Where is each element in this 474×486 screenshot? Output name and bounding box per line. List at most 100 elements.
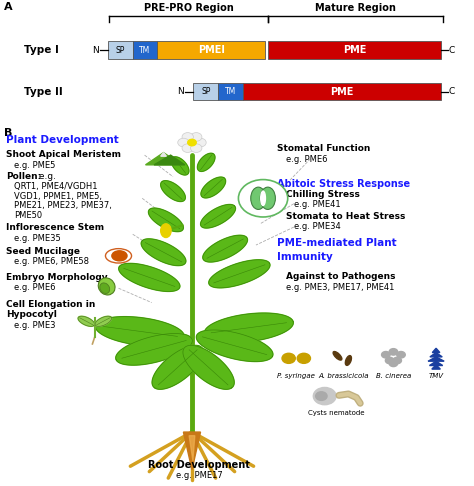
Text: TMV: TMV xyxy=(428,373,444,379)
Text: e.g. PME3: e.g. PME3 xyxy=(14,321,56,330)
Polygon shape xyxy=(209,260,270,288)
Text: PMEI: PMEI xyxy=(198,45,225,55)
Text: Root Development: Root Development xyxy=(148,460,250,470)
Text: e.g. PME6: e.g. PME6 xyxy=(14,283,56,292)
Ellipse shape xyxy=(106,249,132,263)
Text: A. brassicicola: A. brassicicola xyxy=(319,373,369,379)
Polygon shape xyxy=(95,316,111,327)
Text: Embryo Morphology: Embryo Morphology xyxy=(6,273,107,282)
Text: Shoot Apical Meristem: Shoot Apical Meristem xyxy=(6,150,121,159)
Text: e.g. PME35: e.g. PME35 xyxy=(14,234,61,243)
Polygon shape xyxy=(152,346,203,389)
Text: Abitoic Stress Response: Abitoic Stress Response xyxy=(277,178,410,189)
FancyBboxPatch shape xyxy=(193,83,218,101)
Ellipse shape xyxy=(261,191,265,206)
Circle shape xyxy=(316,392,327,400)
Circle shape xyxy=(382,351,390,358)
Ellipse shape xyxy=(260,187,275,209)
Polygon shape xyxy=(78,316,94,327)
FancyBboxPatch shape xyxy=(268,41,441,59)
Circle shape xyxy=(182,144,193,153)
Polygon shape xyxy=(183,432,201,470)
Text: Type I: Type I xyxy=(24,45,59,55)
Circle shape xyxy=(385,357,394,364)
Ellipse shape xyxy=(346,356,351,365)
Text: Pollen:: Pollen: xyxy=(6,173,41,181)
Text: e.g. PME17: e.g. PME17 xyxy=(176,471,222,480)
Circle shape xyxy=(178,138,189,147)
Ellipse shape xyxy=(98,278,115,295)
Circle shape xyxy=(238,180,288,217)
Text: B: B xyxy=(4,128,12,138)
Text: Against to Pathogens: Against to Pathogens xyxy=(286,272,395,281)
Ellipse shape xyxy=(333,351,342,360)
Polygon shape xyxy=(204,313,293,343)
Polygon shape xyxy=(429,361,443,365)
Ellipse shape xyxy=(112,251,127,261)
Circle shape xyxy=(282,353,295,364)
Circle shape xyxy=(191,144,202,153)
Polygon shape xyxy=(116,333,192,365)
FancyBboxPatch shape xyxy=(218,83,243,101)
Text: TM: TM xyxy=(139,46,151,54)
Polygon shape xyxy=(183,346,234,389)
Circle shape xyxy=(389,348,398,355)
Polygon shape xyxy=(141,239,186,265)
Polygon shape xyxy=(146,153,182,165)
Text: PME: PME xyxy=(343,45,366,55)
Text: PME-mediated Plant: PME-mediated Plant xyxy=(277,238,397,248)
Text: SP: SP xyxy=(116,46,125,54)
Polygon shape xyxy=(203,235,247,262)
Polygon shape xyxy=(148,208,183,232)
Ellipse shape xyxy=(251,187,266,209)
Text: PRE-PRO Region: PRE-PRO Region xyxy=(144,3,233,13)
Text: Immunity: Immunity xyxy=(277,252,333,262)
Ellipse shape xyxy=(100,283,109,294)
FancyBboxPatch shape xyxy=(157,41,265,59)
Polygon shape xyxy=(118,263,180,292)
Text: Stomatal Function: Stomatal Function xyxy=(277,144,371,154)
Circle shape xyxy=(195,138,206,147)
FancyBboxPatch shape xyxy=(108,41,133,59)
Circle shape xyxy=(389,360,398,366)
Circle shape xyxy=(191,133,202,141)
Text: C: C xyxy=(449,46,455,54)
Text: Plant Development: Plant Development xyxy=(6,135,118,145)
Polygon shape xyxy=(171,157,189,175)
Text: Cysts nematode: Cysts nematode xyxy=(308,411,365,417)
Polygon shape xyxy=(197,153,215,172)
FancyBboxPatch shape xyxy=(243,83,441,101)
Text: PME: PME xyxy=(330,87,354,97)
Ellipse shape xyxy=(161,224,171,238)
Text: Mature Region: Mature Region xyxy=(315,3,396,13)
Circle shape xyxy=(297,353,310,364)
Polygon shape xyxy=(432,348,440,352)
Text: e.g. PME34: e.g. PME34 xyxy=(294,222,341,231)
Text: Cell Elongation in: Cell Elongation in xyxy=(6,300,95,309)
FancyBboxPatch shape xyxy=(133,41,157,59)
Polygon shape xyxy=(161,153,166,156)
Polygon shape xyxy=(430,352,442,357)
Text: TM: TM xyxy=(225,87,236,96)
Text: SP: SP xyxy=(201,87,210,96)
Circle shape xyxy=(313,387,336,405)
Text: e.g.: e.g. xyxy=(36,173,55,181)
Text: VGD1, PPME1, PME5,: VGD1, PPME1, PME5, xyxy=(14,192,102,201)
Polygon shape xyxy=(189,435,195,461)
Polygon shape xyxy=(196,330,273,362)
Text: N: N xyxy=(177,87,184,96)
Text: PME21, PME23, PME37,: PME21, PME23, PME37, xyxy=(14,201,112,210)
Polygon shape xyxy=(154,155,185,165)
Polygon shape xyxy=(428,357,444,361)
Text: Seed Mucilage: Seed Mucilage xyxy=(6,247,80,256)
Text: N: N xyxy=(92,46,99,54)
Text: Hypocotyl: Hypocotyl xyxy=(6,310,56,319)
Polygon shape xyxy=(432,365,440,369)
Text: e.g. PME41: e.g. PME41 xyxy=(294,200,340,209)
Text: P. syringae: P. syringae xyxy=(277,373,315,379)
Text: A: A xyxy=(4,2,12,12)
Circle shape xyxy=(188,139,196,146)
Circle shape xyxy=(393,357,401,364)
Polygon shape xyxy=(95,317,184,346)
Text: e.g. PME5: e.g. PME5 xyxy=(14,160,55,170)
